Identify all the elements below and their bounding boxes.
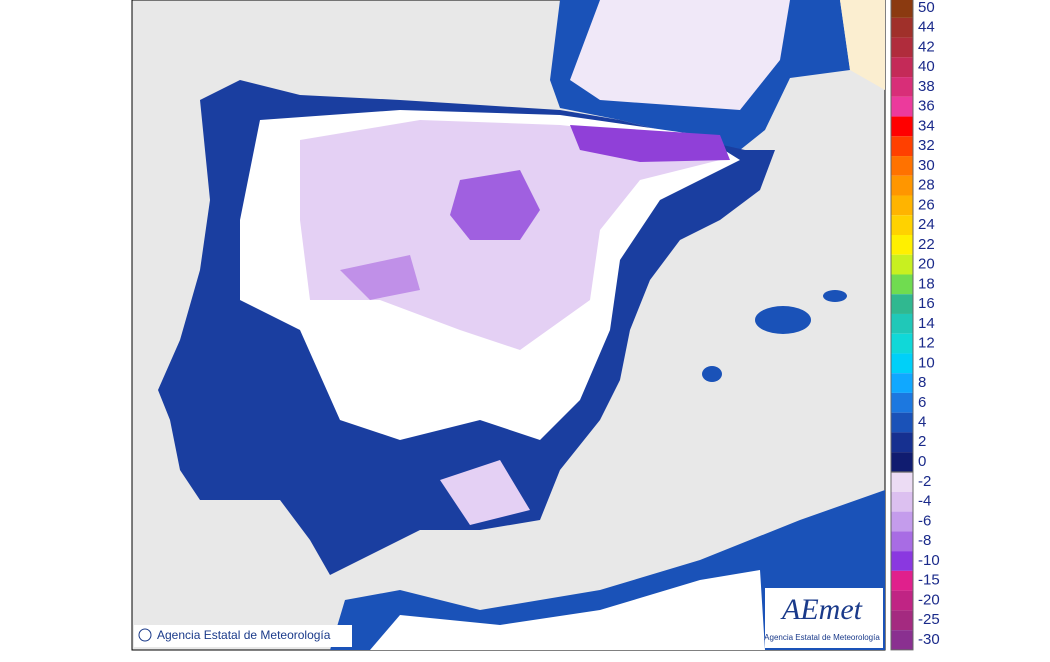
- legend-label: 2: [918, 433, 926, 450]
- legend-swatch: [891, 235, 913, 255]
- legend-label: 28: [918, 177, 935, 194]
- legend-label: 50: [918, 0, 935, 16]
- legend-label: 36: [918, 98, 935, 115]
- legend-label: -2: [918, 473, 931, 490]
- legend-swatch: [891, 412, 913, 433]
- legend-label: -15: [918, 572, 940, 589]
- legend-swatch: [891, 294, 913, 314]
- legend-swatch: [891, 96, 913, 117]
- italy: [840, 0, 885, 90]
- legend-swatch: [891, 353, 913, 374]
- legend-swatch: [891, 531, 913, 552]
- legend-swatch: [891, 136, 913, 157]
- legend-label: -30: [918, 631, 940, 648]
- legend-swatch: [891, 333, 913, 354]
- legend-label: 24: [918, 216, 935, 233]
- france-cold: [570, 0, 790, 110]
- copyright-icon: [138, 628, 152, 642]
- legend-label: 42: [918, 38, 935, 55]
- legend-swatch: [891, 195, 913, 216]
- legend-border: [890, 471, 914, 651]
- legend-swatch: [891, 373, 913, 393]
- central-frost: [340, 255, 420, 300]
- legend-swatch: [891, 37, 913, 58]
- copyright: Agencia Estatal de Meteorología: [157, 628, 331, 642]
- legend-label: -10: [918, 552, 940, 569]
- legend-label: 22: [918, 236, 935, 253]
- legend-label: 26: [918, 196, 935, 213]
- legend-swatch: [891, 511, 913, 532]
- legend-swatch: [891, 630, 913, 650]
- legend-swatch: [891, 551, 913, 571]
- legend-swatch: [891, 254, 913, 275]
- legend-swatch: [891, 274, 913, 295]
- logo-box: [765, 588, 883, 648]
- legend-swatch: [891, 77, 913, 97]
- legend-label: 10: [918, 354, 935, 371]
- mallorca: [755, 306, 811, 334]
- legend-swatch: [891, 491, 913, 512]
- legend-label: 30: [918, 157, 935, 174]
- legend-label: -25: [918, 611, 940, 628]
- legend-label: 18: [918, 275, 935, 292]
- logo-subtitle: Agencia Estatal de Meteorología: [764, 633, 880, 642]
- logo: AEmet: [780, 593, 863, 626]
- ibiza: [702, 366, 722, 382]
- map: AEmet Agencia Estatal de Meteorología Ag…: [131, 0, 886, 651]
- legend-swatch: [891, 156, 913, 176]
- south-cold: [440, 460, 530, 525]
- legend-swatch: [891, 570, 913, 591]
- legend-label: 40: [918, 58, 935, 75]
- legend-swatch: [891, 57, 913, 78]
- legend-swatch: [891, 215, 913, 235]
- legend-label: 14: [918, 315, 935, 332]
- legend-label: 8: [918, 374, 926, 391]
- legend-label: -6: [918, 512, 931, 529]
- legend-swatch: [891, 116, 913, 137]
- frost-core: [450, 170, 540, 240]
- legend-label: -8: [918, 532, 931, 549]
- legend-label: 12: [918, 335, 935, 352]
- legend-label: 6: [918, 394, 926, 411]
- legend: 5044424038363432302826242220181614121086…: [890, 0, 940, 651]
- legend-swatch: [891, 0, 913, 18]
- legend-label: 32: [918, 137, 935, 154]
- legend-label: 16: [918, 295, 935, 312]
- legend-label: 4: [918, 413, 926, 430]
- legend-label: 44: [918, 19, 935, 36]
- legend-label: -4: [918, 493, 931, 510]
- legend-swatch: [891, 452, 913, 472]
- legend-swatch: [891, 175, 913, 196]
- legend-swatch: [891, 392, 913, 413]
- legend-label: 0: [918, 453, 926, 470]
- legend-label: -20: [918, 591, 940, 608]
- copyright-box: [134, 625, 352, 647]
- legend-label: 38: [918, 78, 935, 95]
- legend-label: 20: [918, 256, 935, 273]
- legend-swatch: [891, 610, 913, 631]
- legend-swatch: [891, 472, 913, 492]
- legend-swatch: [891, 590, 913, 611]
- legend-swatch: [891, 432, 913, 453]
- legend-swatch: [891, 17, 913, 38]
- legend-swatch: [891, 313, 913, 334]
- legend-label: 34: [918, 117, 935, 134]
- menorca: [823, 290, 847, 302]
- africa-cold: [370, 570, 765, 650]
- pyrenees-frost: [570, 125, 730, 162]
